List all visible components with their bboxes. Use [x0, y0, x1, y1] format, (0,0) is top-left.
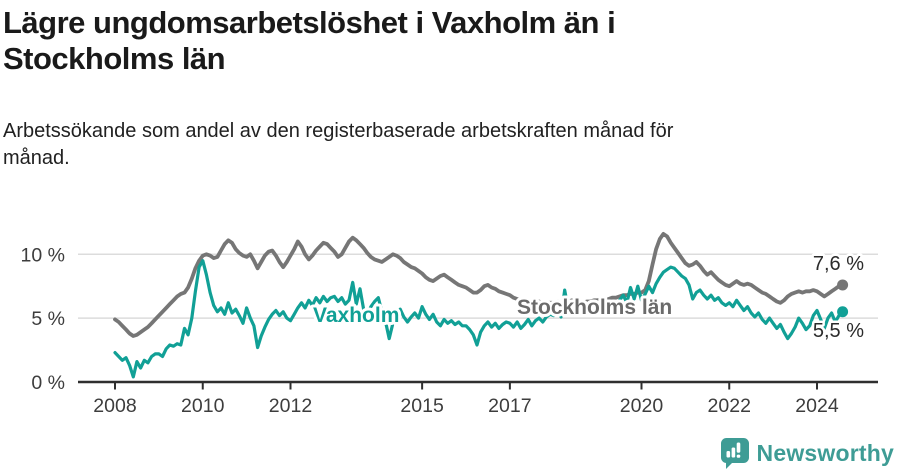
- x-axis-label: 2024: [795, 395, 839, 417]
- y-axis-label: 5 %: [31, 308, 65, 330]
- brand-wordmark: Newsworthy: [756, 439, 894, 466]
- chart-title-line2: Stockholms län: [3, 41, 226, 76]
- y-axis-label: 10 %: [21, 244, 65, 266]
- x-axis-label: 2008: [93, 395, 136, 417]
- chart-title: Lägre ungdomsarbetslöshet i Vaxholm än i…: [3, 5, 883, 77]
- chart-title-line1: Lägre ungdomsarbetslöshet i Vaxholm än i: [3, 5, 616, 40]
- series-label-stockholms-lan: Stockholms län: [517, 296, 672, 319]
- series-line-vaxholm: [113, 259, 845, 379]
- series-label-vaxholm: Vaxholm: [313, 304, 399, 327]
- series-line-stockholms-lan: [113, 231, 845, 338]
- series-end-dot-vaxholm: [837, 306, 849, 318]
- x-axis-label: 2012: [269, 395, 312, 417]
- end-value-label-stockholms-lan: 7,6 %: [813, 253, 864, 275]
- end-value-label-vaxholm: 5,5 %: [813, 320, 864, 342]
- newsworthy-brand-link[interactable]: Newsworthy: [720, 437, 894, 469]
- series-end-dot-stockholms-lan: [837, 279, 849, 291]
- line-chart-svg: 0 % 5 % 10 % 2008 2010 2012 2015 2017 2020 2022 20…: [21, 231, 878, 417]
- newsworthy-logo-icon: [720, 438, 749, 469]
- y-axis-label: 0 %: [31, 372, 65, 394]
- line-chart: 0 % 5 % 10 % 2008 2010 2012 2015 2017 2020 2022 20…: [0, 205, 900, 430]
- chart-subtitle-line2: månad.: [3, 147, 70, 169]
- header: Lägre ungdomsarbetslöshet i Vaxholm än i…: [3, 5, 883, 77]
- x-axis-label: 2020: [620, 395, 664, 417]
- chart-subtitle-line1: Arbetssökande som andel av den registerb…: [3, 120, 674, 142]
- x-axis-label: 2010: [181, 395, 225, 417]
- x-axis-label: 2015: [400, 395, 444, 417]
- chart-subtitle: Arbetssökande som andel av den registerb…: [3, 118, 853, 172]
- x-axis-label: 2022: [708, 395, 751, 417]
- x-axis-label: 2017: [488, 395, 531, 417]
